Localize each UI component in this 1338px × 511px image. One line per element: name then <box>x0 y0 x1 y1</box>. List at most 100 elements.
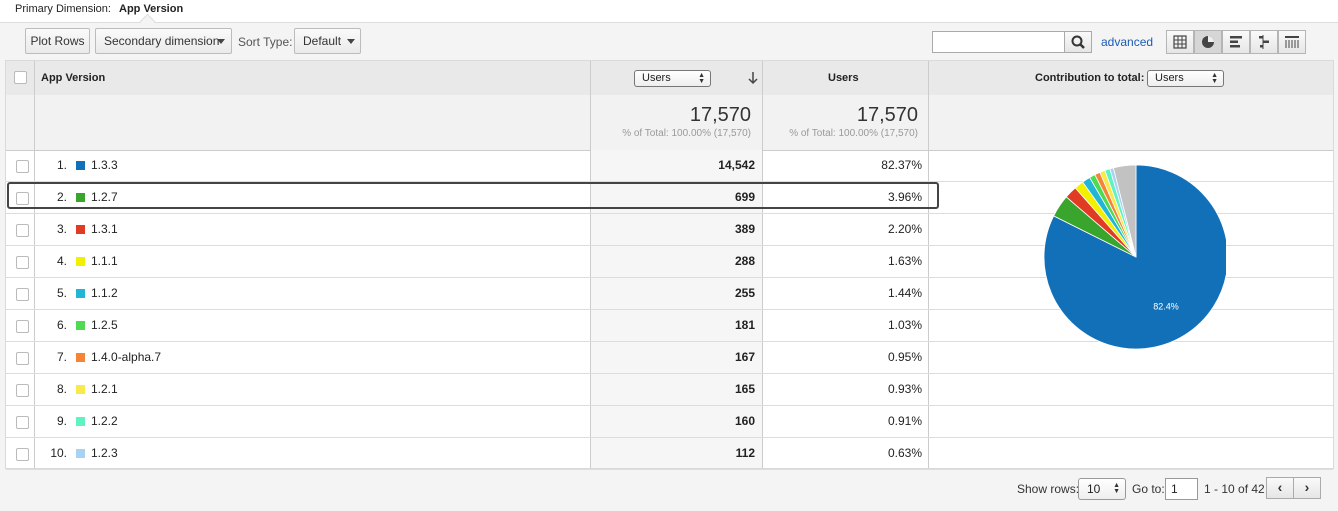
users-column-header[interactable]: Users <box>828 72 859 84</box>
performance-view-button[interactable] <box>1222 30 1250 54</box>
total-users-percent-2: % of Total: 100.00% (17,570) <box>789 128 918 139</box>
row-checkbox[interactable] <box>16 416 29 429</box>
row-checkbox[interactable] <box>16 352 29 365</box>
selected-row-highlight <box>7 182 939 209</box>
table-row[interactable]: 9. 1.2.2 160 0.91% <box>6 406 1333 438</box>
app-version-value[interactable]: 1.2.5 <box>91 318 118 332</box>
contribution-pie-chart: 82.4% <box>1043 164 1226 350</box>
users-value: 112 <box>735 446 755 460</box>
app-version-value[interactable]: 1.2.7 <box>91 190 118 204</box>
row-checkbox[interactable] <box>16 384 29 397</box>
contribution-select-value: Users <box>1155 72 1184 84</box>
users-percent: 0.91% <box>887 414 922 428</box>
goto-input[interactable]: 1 <box>1165 478 1198 500</box>
color-swatch <box>76 161 85 170</box>
table-row[interactable]: 1. 1.3.3 14,542 82.37% <box>6 150 1333 182</box>
table-row[interactable]: 3. 1.3.1 389 2.20% <box>6 214 1333 246</box>
row-index: 6. <box>56 318 67 332</box>
comparison-icon <box>1259 35 1269 49</box>
pie-slice-1-3-3[interactable] <box>1043 164 1226 350</box>
users-percent: 82.37% <box>881 158 922 172</box>
app-version-value[interactable]: 1.2.2 <box>91 414 118 428</box>
row-checkbox[interactable] <box>16 256 29 269</box>
search-button[interactable] <box>1064 31 1092 53</box>
secondary-dimension-dropdown[interactable]: Secondary dimension <box>95 28 232 54</box>
total-users-value-2: 17,570 <box>856 104 918 126</box>
users-percent: 2.20% <box>887 222 922 236</box>
table-row[interactable]: 4. 1.1.1 288 1.63% <box>6 246 1333 278</box>
row-index: 2. <box>56 190 67 204</box>
users-percent: 0.93% <box>887 382 922 396</box>
app-version-value[interactable]: 1.2.3 <box>91 446 118 460</box>
goto-label: Go to: <box>1132 482 1165 496</box>
row-checkbox[interactable] <box>16 288 29 301</box>
table-row[interactable]: 7. 1.4.0-alpha.7 167 0.95% <box>6 342 1333 374</box>
app-version-value[interactable]: 1.1.1 <box>91 254 118 268</box>
row-checkbox[interactable] <box>16 448 29 461</box>
row-checkbox[interactable] <box>16 160 29 173</box>
advanced-link[interactable]: advanced <box>1101 35 1154 49</box>
color-swatch <box>76 321 85 330</box>
primary-dimension-app-version[interactable]: App Version <box>119 3 184 15</box>
color-swatch <box>76 385 85 394</box>
row-checkbox[interactable] <box>16 320 29 333</box>
bar-list-icon <box>1230 36 1242 48</box>
pie-slice-other[interactable] <box>1112 164 1137 258</box>
previous-page-button[interactable]: ‹ <box>1266 477 1294 499</box>
search-input[interactable] <box>932 31 1065 53</box>
primary-dimension-label: Primary Dimension: <box>15 3 111 15</box>
chevron-right-icon: › <box>1304 479 1310 495</box>
show-rows-select[interactable]: 10 ▲ ▼ <box>1078 478 1126 500</box>
select-all-checkbox[interactable] <box>14 71 27 84</box>
chevron-down-icon <box>217 39 225 44</box>
row-index: 3. <box>56 222 67 236</box>
users-value: 14,542 <box>718 158 755 172</box>
app-version-value[interactable]: 1.2.1 <box>91 382 118 396</box>
users-percent: 3.96% <box>887 190 922 204</box>
app-version-value[interactable]: 1.3.1 <box>91 222 118 236</box>
table-view-button[interactable] <box>1166 30 1194 54</box>
table-row[interactable]: 6. 1.2.5 181 1.03% <box>6 310 1333 342</box>
sort-type-dropdown[interactable]: Default <box>294 28 361 54</box>
next-page-button[interactable]: › <box>1293 477 1321 499</box>
table-row[interactable]: 2. 1.2.7 699 3.96% <box>6 182 1333 214</box>
comparison-view-button[interactable] <box>1250 30 1278 54</box>
row-index: 1. <box>56 158 67 172</box>
color-swatch <box>76 353 85 362</box>
contribution-select[interactable]: Users ▲ ▼ <box>1147 70 1224 87</box>
pagination-range: 1 - 10 of 42 <box>1204 482 1265 496</box>
users-value: 288 <box>734 254 755 268</box>
total-users-value: 17,570 <box>689 104 751 126</box>
row-index: 9. <box>56 414 67 428</box>
users-value: 167 <box>734 350 755 364</box>
app-version-column-header[interactable]: App Version <box>41 72 106 84</box>
row-checkbox[interactable] <box>16 224 29 237</box>
users-value: 389 <box>734 222 755 236</box>
users-percent: 0.95% <box>887 350 922 364</box>
pivot-view-button[interactable] <box>1278 30 1306 54</box>
color-swatch <box>76 417 85 426</box>
users-value: 699 <box>734 190 755 204</box>
total-users-percent: % of Total: 100.00% (17,570) <box>622 128 751 139</box>
users-value: 181 <box>734 318 755 332</box>
app-version-value[interactable]: 1.1.2 <box>91 286 118 300</box>
table-row[interactable]: 8. 1.2.1 165 0.93% <box>6 374 1333 406</box>
metric-select[interactable]: Users ▲ ▼ <box>634 70 711 87</box>
primary-dimension-bar: Primary Dimension: App Version <box>0 0 1338 30</box>
app-version-value[interactable]: 1.3.3 <box>91 158 118 172</box>
plot-rows-button[interactable]: Plot Rows <box>25 28 90 54</box>
users-percent: 0.63% <box>887 446 922 460</box>
users-value: 255 <box>734 286 755 300</box>
table-row[interactable]: 5. 1.1.2 255 1.44% <box>6 278 1333 310</box>
contribution-label: Contribution to total: <box>1035 72 1145 84</box>
app-version-value[interactable]: 1.4.0-alpha.7 <box>91 350 162 364</box>
users-value: 165 <box>734 382 755 396</box>
row-index: 10. <box>50 446 67 460</box>
show-rows-value: 10 <box>1087 482 1101 496</box>
sort-descending-icon[interactable] <box>747 71 759 85</box>
table-row[interactable]: 10. 1.2.3 112 0.63% <box>6 438 1333 470</box>
pie-view-button[interactable] <box>1194 30 1222 54</box>
row-checkbox[interactable] <box>16 192 29 205</box>
chevron-down-icon <box>347 39 355 44</box>
color-swatch <box>76 449 85 458</box>
